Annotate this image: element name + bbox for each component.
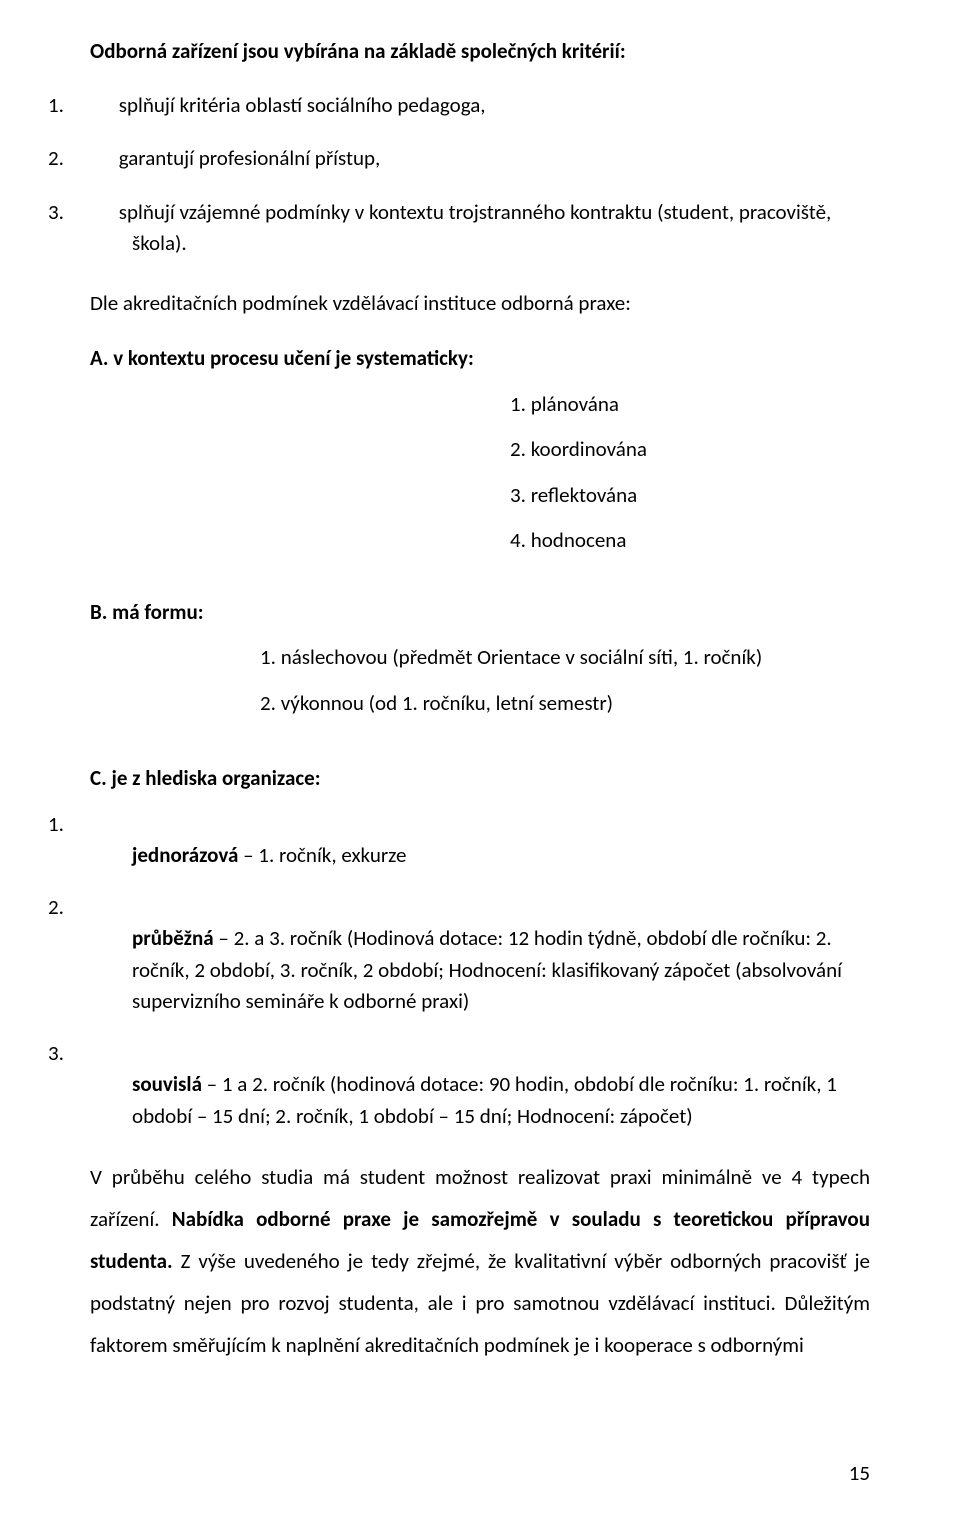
section-a-text: plánována [531, 391, 619, 417]
item-tail: – 1. ročník, exkurze [238, 842, 406, 868]
criteria-list: 1. splňují kritéria oblastí sociálního p… [90, 90, 870, 260]
section-a-item: 3. reflektována [90, 480, 870, 512]
section-a-text: hodnocena [531, 527, 627, 553]
body-run: Z výše uvedeného je tedy zřejmé, že kval… [90, 1248, 870, 1358]
section-c-item: 1. jednorázová – 1. ročník, exkurze [90, 809, 870, 872]
section-b-item: 1. náslechovou (předmět Orientace v soci… [90, 642, 870, 674]
item-tail: – 2. a 3. ročník (Hodinová dotace: 12 ho… [132, 925, 842, 1014]
section-c-item: 2. průběžná – 2. a 3. ročník (Hodinová d… [90, 892, 870, 1018]
criteria-item: 1. splňují kritéria oblastí sociálního p… [90, 90, 870, 122]
section-c-label: C. je z hlediska organizace: [90, 763, 870, 795]
criteria-item: 2. garantují profesionální přístup, [90, 143, 870, 175]
section-a-label: A. v kontextu procesu učení je systemati… [90, 343, 870, 375]
criteria-item: 3. splňují vzájemné podmínky v kontextu … [90, 197, 870, 260]
criteria-text: splňují kritéria oblastí sociálního peda… [119, 92, 486, 118]
item-tail: – 1 a 2. ročník (hodinová dotace: 90 hod… [132, 1071, 837, 1129]
intro-para: Dle akreditačních podmínek vzdělávací in… [90, 288, 870, 320]
criteria-text: splňují vzájemné podmínky v kontextu tro… [119, 199, 832, 257]
item-lead: jednorázová [132, 842, 238, 868]
item-num: 3. [90, 1038, 114, 1070]
section-b-text: výkonnou (od 1. ročníku, letní semestr) [281, 690, 613, 716]
section-a-item: 4. hodnocena [90, 525, 870, 557]
section-c-item: 3. souvislá – 1 a 2. ročník (hodinová do… [90, 1038, 870, 1133]
item-num: 2. [90, 892, 114, 924]
section-a-item: 2. koordinována [90, 434, 870, 466]
page-number: 15 [849, 1458, 870, 1490]
item-lead: souvislá [132, 1071, 202, 1097]
section-b-text: náslechovou (předmět Orientace v sociáln… [281, 644, 763, 670]
section-b-label: B. má formu: [90, 597, 870, 629]
item-num: 1. [90, 809, 114, 841]
criteria-text: garantují profesionální přístup, [119, 145, 381, 171]
section-a-text: reflektována [531, 482, 637, 508]
section-a-item: 1. plánována [90, 389, 870, 421]
body-paragraph: V průběhu celého studia má student možno… [90, 1156, 870, 1366]
item-lead: průběžná [132, 925, 214, 951]
section-b-item: 2. výkonnou (od 1. ročníku, letní semest… [90, 688, 870, 720]
section-a-list: 1. plánována 2. koordinována 3. reflekto… [90, 389, 870, 557]
section-b-list: 1. náslechovou (předmět Orientace v soci… [90, 642, 870, 719]
heading: Odborná zařízení jsou vybírána na základ… [90, 36, 870, 68]
section-a-text: koordinována [531, 436, 647, 462]
section-c-list: 1. jednorázová – 1. ročník, exkurze 2. p… [90, 809, 870, 1133]
